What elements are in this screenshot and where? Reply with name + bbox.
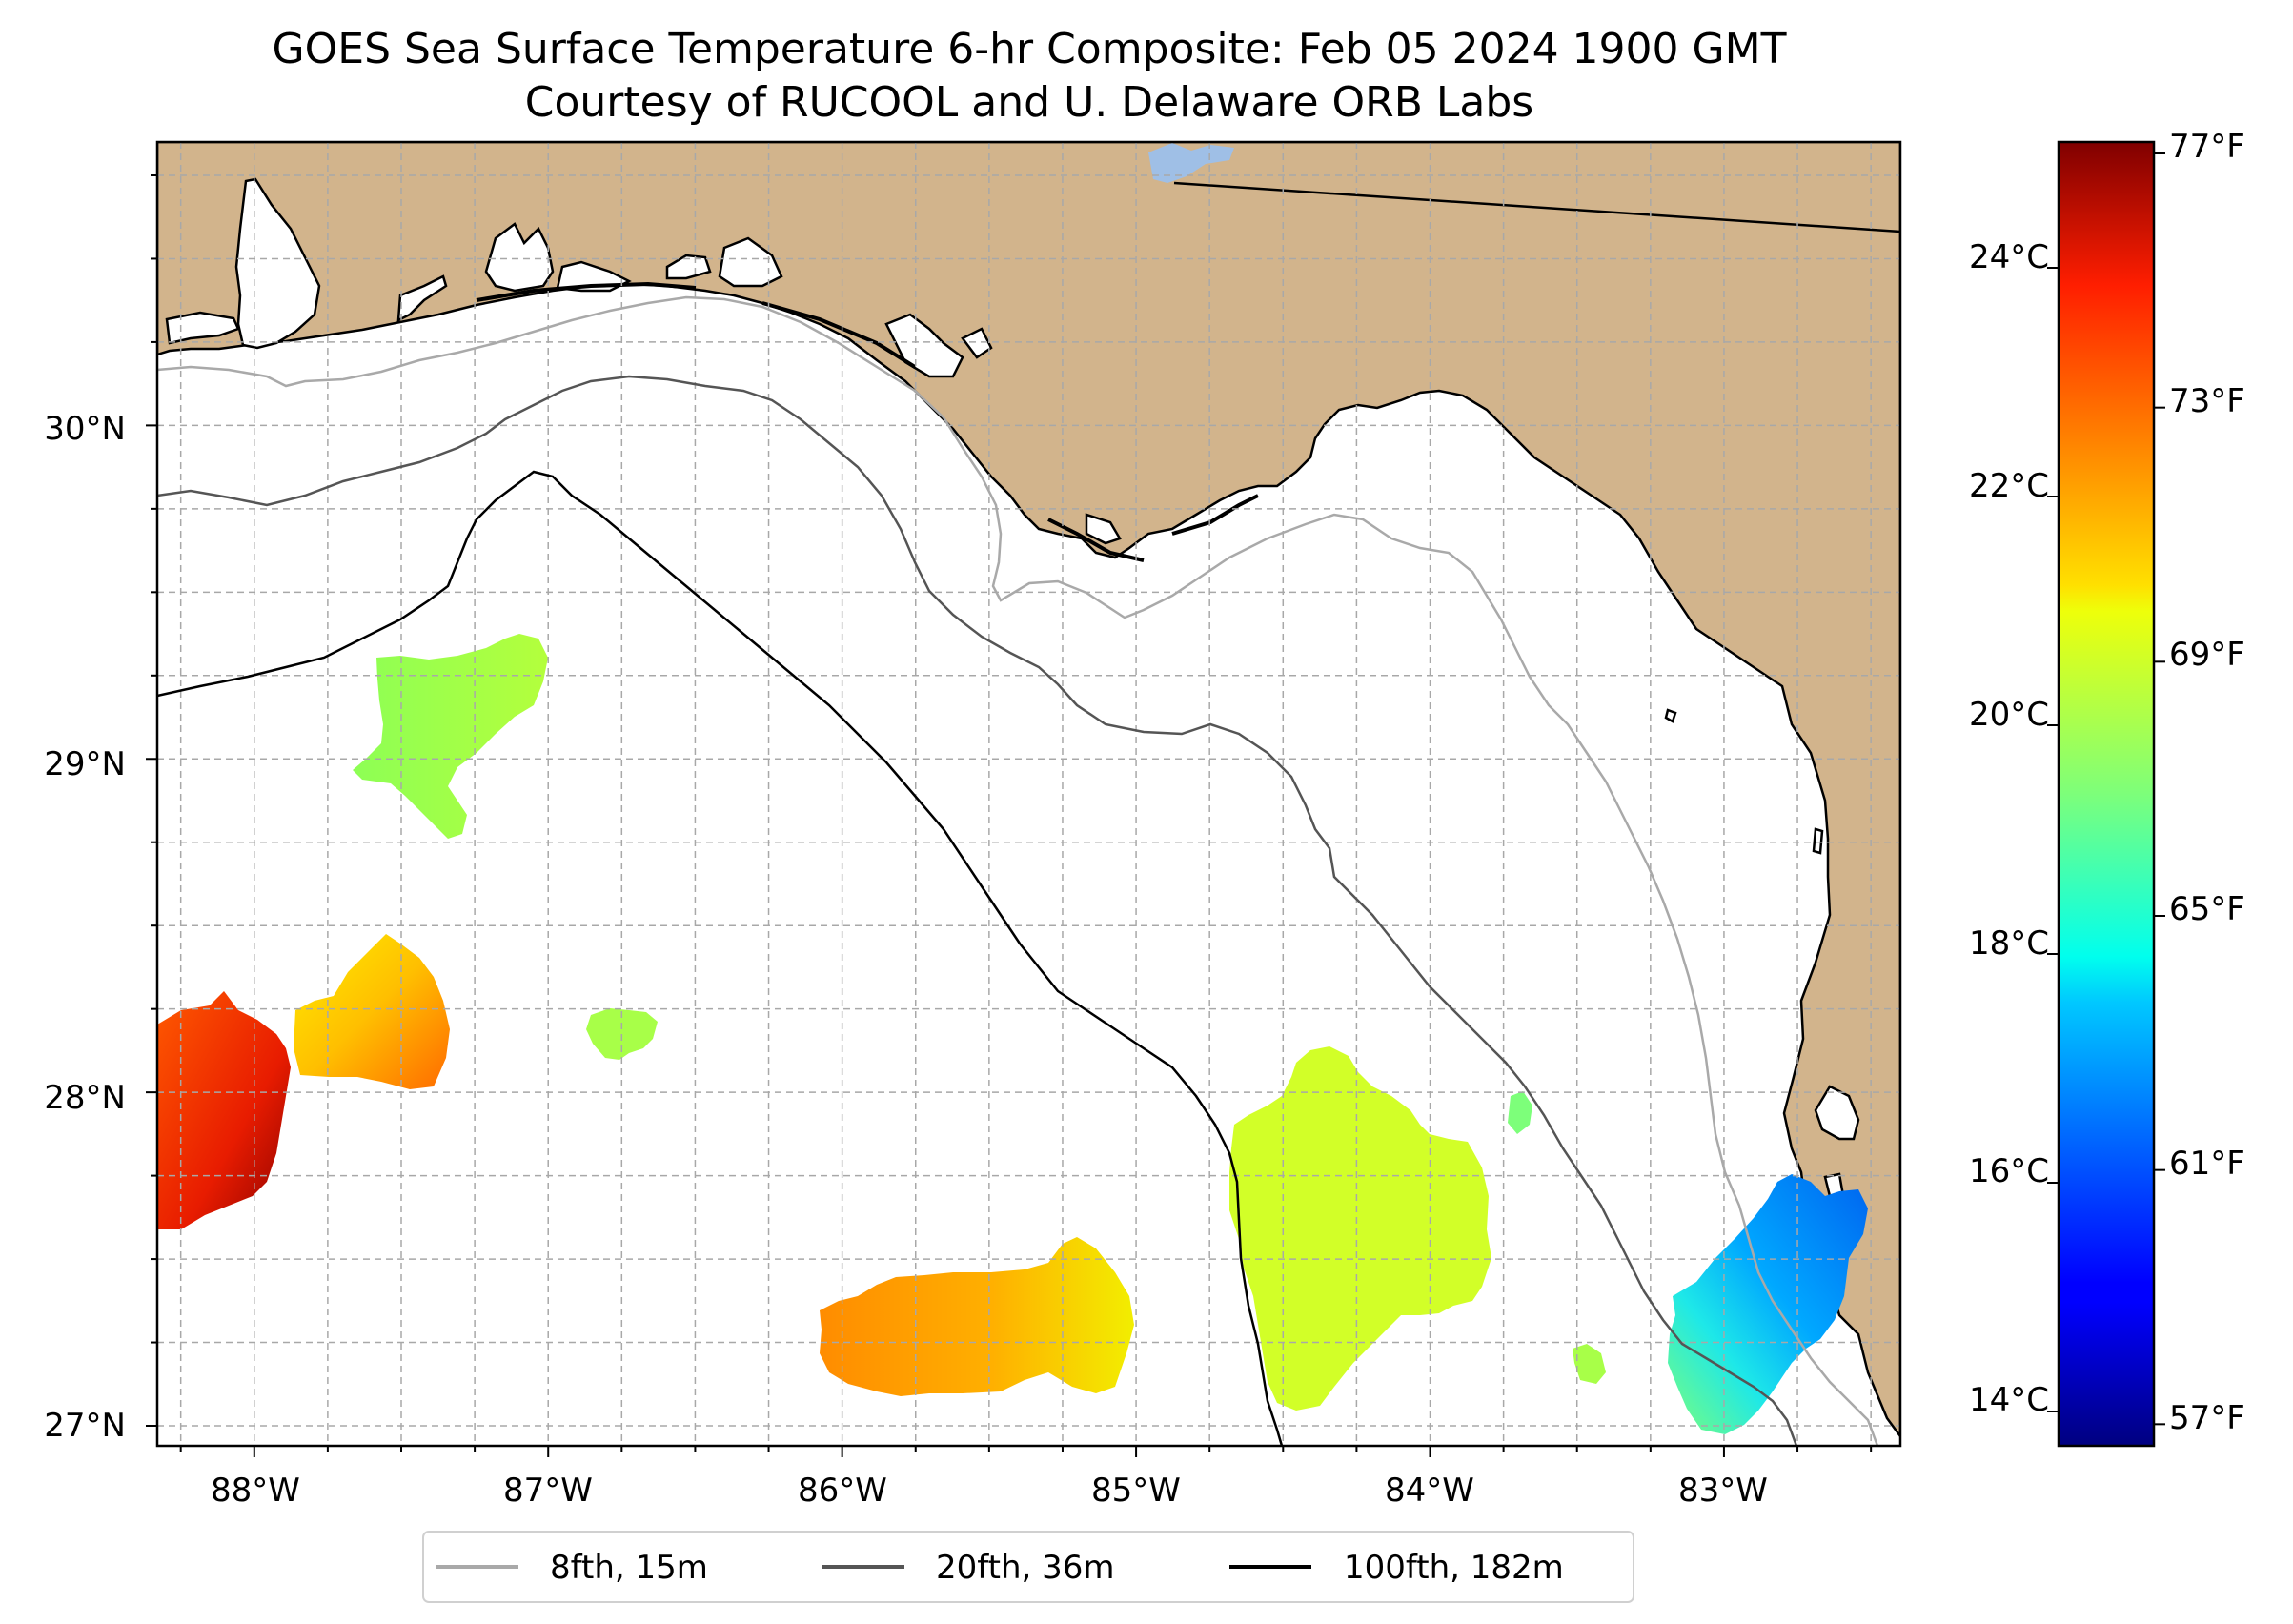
cbar-f-65: 65°F — [2169, 890, 2245, 928]
colorbar-celsius-labels: 14°C 16°C 18°C 20°C 22°C 24°C — [1969, 238, 2049, 1419]
isobath-20fth — [157, 375, 1798, 1446]
map-axes — [146, 173, 1873, 1457]
state-border — [1173, 181, 1900, 233]
sst-patch-west-2 — [294, 934, 450, 1089]
colorbar: 14°C 16°C 18°C 20°C 22°C 24°C 57°F 61°F … — [1969, 128, 2245, 1448]
x-tick-84w: 84°W — [1385, 1472, 1474, 1510]
colorbar-fahrenheit-labels: 57°F 61°F 65°F 69°F 73°F 77°F — [2169, 128, 2245, 1437]
cbar-c-18: 18°C — [1969, 924, 2049, 963]
cbar-f-73: 73°F — [2169, 382, 2245, 420]
map-panel — [157, 142, 1900, 1446]
x-tick-83w: 83°W — [1678, 1472, 1768, 1510]
legend-label-8fth: 8fth, 15m — [550, 1549, 708, 1587]
graticule-grid — [157, 142, 1900, 1446]
x-tick-85w: 85°W — [1091, 1472, 1181, 1510]
title-line-1: GOES Sea Surface Temperature 6-hr Compos… — [273, 25, 1787, 73]
sst-patch-west — [157, 991, 291, 1229]
cbar-c-22: 22°C — [1969, 467, 2049, 505]
barrier-islands — [476, 281, 1259, 562]
sst-patch-central — [1229, 1046, 1491, 1411]
cbar-f-69: 69°F — [2169, 636, 2245, 674]
legend-label-100fth: 100fth, 182m — [1344, 1549, 1564, 1587]
sst-patches — [157, 634, 1868, 1434]
cbar-f-61: 61°F — [2169, 1145, 2245, 1183]
sst-patch-south — [820, 1237, 1134, 1396]
title-line-2: Courtesy of RUCOOL and U. Delaware ORB L… — [525, 78, 1533, 127]
colorbar-frame — [2057, 140, 2156, 1448]
legend-box — [422, 1531, 1634, 1603]
y-tick-28n: 28°N — [44, 1079, 126, 1117]
isobath-100fth — [157, 470, 1284, 1446]
isobath-8fth — [157, 295, 1879, 1446]
y-tick-27n: 27°N — [44, 1407, 126, 1445]
sst-patch-small-2 — [1508, 1091, 1532, 1134]
colorbar-ticks — [2047, 152, 2165, 1426]
cbar-f-57: 57°F — [2169, 1399, 2245, 1437]
x-tick-87w: 87°W — [503, 1472, 593, 1510]
y-tick-labels: 27°N 28°N 29°N 30°N — [44, 410, 126, 1445]
sst-patch-small-3 — [1573, 1344, 1606, 1384]
y-tick-29n: 29°N — [44, 745, 126, 783]
sst-patch-blue — [1668, 1174, 1868, 1434]
x-tick-88w: 88°W — [211, 1472, 300, 1510]
x-tick-86w: 86°W — [798, 1472, 887, 1510]
colorbar-gradient — [2059, 142, 2154, 1446]
y-tick-30n: 30°N — [44, 410, 126, 448]
cbar-c-16: 16°C — [1969, 1152, 2049, 1190]
cbar-c-20: 20°C — [1969, 696, 2049, 734]
inland-lake — [1148, 143, 1234, 183]
isobath-legend: 8fth, 15m 20fth, 36m 100fth, 182m — [422, 1531, 1634, 1603]
cbar-c-14: 14°C — [1969, 1381, 2049, 1419]
legend-label-20fth: 20fth, 36m — [936, 1549, 1115, 1587]
cbar-c-24: 24°C — [1969, 238, 2049, 276]
cbar-f-77: 77°F — [2169, 128, 2245, 166]
map-frame — [155, 140, 1902, 1448]
x-tick-labels: 88°W 87°W 86°W 85°W 84°W 83°W — [211, 1472, 1768, 1510]
